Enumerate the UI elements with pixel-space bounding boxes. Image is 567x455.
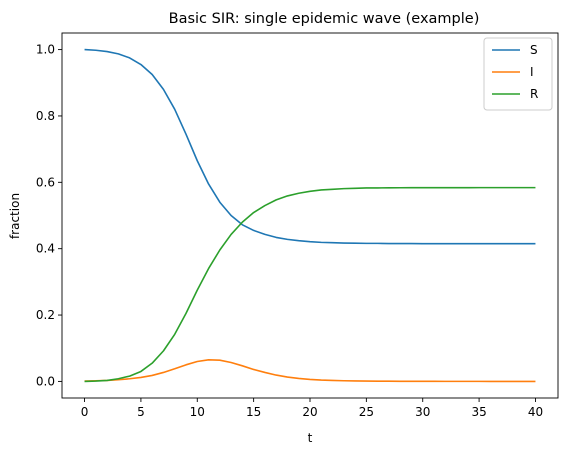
series-line-r: [84, 186, 536, 383]
plot-area: 0 5 10 15 20 25 30 35 40 0.0 0.2 0.4 0.6 0.8 1.0 SIR: [36, 32, 559, 419]
x-axis-title: t: [308, 431, 313, 445]
chart-title: Basic SIR: single epidemic wave (example…: [169, 11, 480, 27]
series-line-s: [84, 48, 536, 245]
y-tick-label: 0.2: [36, 308, 55, 322]
x-tick-label: 15: [246, 405, 261, 419]
legend-label-r: R: [530, 87, 538, 101]
x-tick-label: 30: [415, 405, 430, 419]
y-tick-label: 1.0: [36, 43, 55, 57]
x-tick-label: 0: [81, 405, 89, 419]
y-tick-label: 0.8: [36, 109, 55, 123]
y-tick-label: 0.6: [36, 175, 55, 189]
legend-label-s: S: [530, 43, 538, 57]
x-tick-label: 40: [528, 405, 543, 419]
y-tick-label: 0.0: [36, 374, 55, 388]
x-tick-label: 10: [190, 405, 205, 419]
legend-box: [483, 37, 553, 111]
series-line-i: [84, 359, 536, 383]
legend: SIR: [483, 37, 553, 111]
x-tick-label: 35: [471, 405, 486, 419]
x-tick-label: 25: [359, 405, 374, 419]
x-tick-label: 5: [137, 405, 145, 419]
y-axis-title: fraction: [8, 193, 22, 239]
legend-label-i: I: [530, 65, 534, 79]
y-tick-label: 0.4: [36, 242, 55, 256]
x-tick-label: 20: [302, 405, 317, 419]
